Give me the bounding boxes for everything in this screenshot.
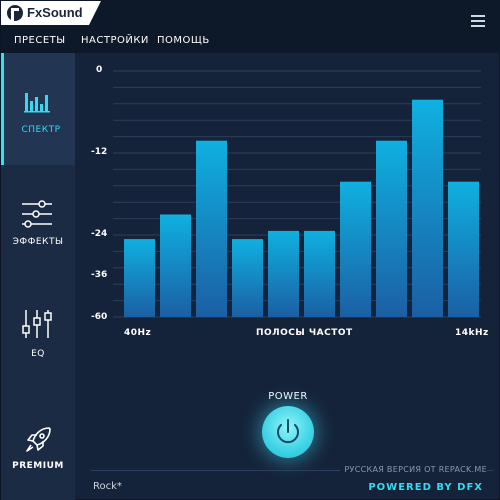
y-tick-label: -24 — [91, 229, 108, 239]
rocket-icon — [26, 427, 51, 452]
repack-credit: РУССКАЯ ВЕРСИЯ ОТ REPACK.ME — [340, 465, 487, 474]
eq-icon — [22, 310, 52, 338]
hamburger-menu-icon[interactable] — [471, 15, 485, 27]
y-tick-label: -12 — [91, 147, 108, 157]
spectrum-bar — [412, 99, 443, 317]
y-tick-label: 0 — [96, 65, 103, 75]
powered-by-dfx: POWERED BY DFX — [368, 482, 483, 493]
menu-item-settings[interactable]: НАСТРОЙКИ — [81, 35, 149, 46]
y-tick-label: -36 — [91, 270, 108, 280]
spectrum-bar — [124, 239, 155, 317]
menu-item-presets[interactable]: ПРЕСЕТЫ — [14, 35, 66, 46]
x-axis-label: ПОЛОСЫ ЧАСТОТ — [256, 328, 353, 338]
sidebar-item-label: СПЕКТР — [21, 125, 61, 135]
sidebar-item-label: ЭФФЕКТЫ — [12, 237, 64, 247]
title-bar: FxSound — [1, 1, 500, 31]
x-start-label: 40Hz — [124, 328, 152, 338]
logo-text: FxSound — [27, 5, 83, 20]
spectrum-bar — [160, 214, 191, 317]
power-icon — [277, 419, 299, 444]
spectrum-bar — [268, 230, 299, 317]
spectrum-chart: 0 -12 -24 -36 -60 40Hz ПОЛОСЫ ЧАСТОТ 14k… — [89, 61, 493, 351]
y-tick-label: -60 — [91, 312, 108, 322]
spectrum-icon — [24, 93, 50, 113]
spectrum-bar — [376, 140, 407, 317]
spectrum-bar — [196, 140, 227, 317]
sidebar: СПЕКТР ЭФФЕКТЫ — [1, 53, 75, 500]
power-button[interactable] — [262, 406, 314, 458]
spectrum-bar — [304, 230, 335, 317]
menu-item-help[interactable]: ПОМОЩЬ — [157, 35, 210, 46]
spectrum-bar — [448, 181, 479, 317]
sidebar-item-label: EQ — [31, 349, 45, 359]
sidebar-item-premium[interactable]: PREMIUM — [1, 419, 75, 479]
footer-divider — [91, 470, 493, 471]
spectrum-bar — [232, 239, 263, 317]
sidebar-item-spectrum[interactable]: СПЕКТР — [1, 53, 75, 165]
sidebar-item-label: PREMIUM — [12, 461, 64, 471]
logo: FxSound — [1, 1, 101, 25]
current-preset-name[interactable]: Rock* — [93, 481, 122, 492]
x-end-label: 14kHz — [455, 328, 489, 338]
sidebar-item-eq[interactable]: EQ — [1, 301, 75, 365]
power-label: POWER — [268, 391, 308, 402]
spectrum-chart-svg — [113, 70, 481, 318]
sliders-icon — [22, 200, 52, 228]
spectrum-bar — [340, 181, 371, 317]
menu-bar: ПРЕСЕТЫ НАСТРОЙКИ ПОМОЩЬ — [1, 31, 500, 53]
fxsound-logo-icon — [7, 5, 23, 21]
sidebar-item-effects[interactable]: ЭФФЕКТЫ — [1, 183, 75, 253]
